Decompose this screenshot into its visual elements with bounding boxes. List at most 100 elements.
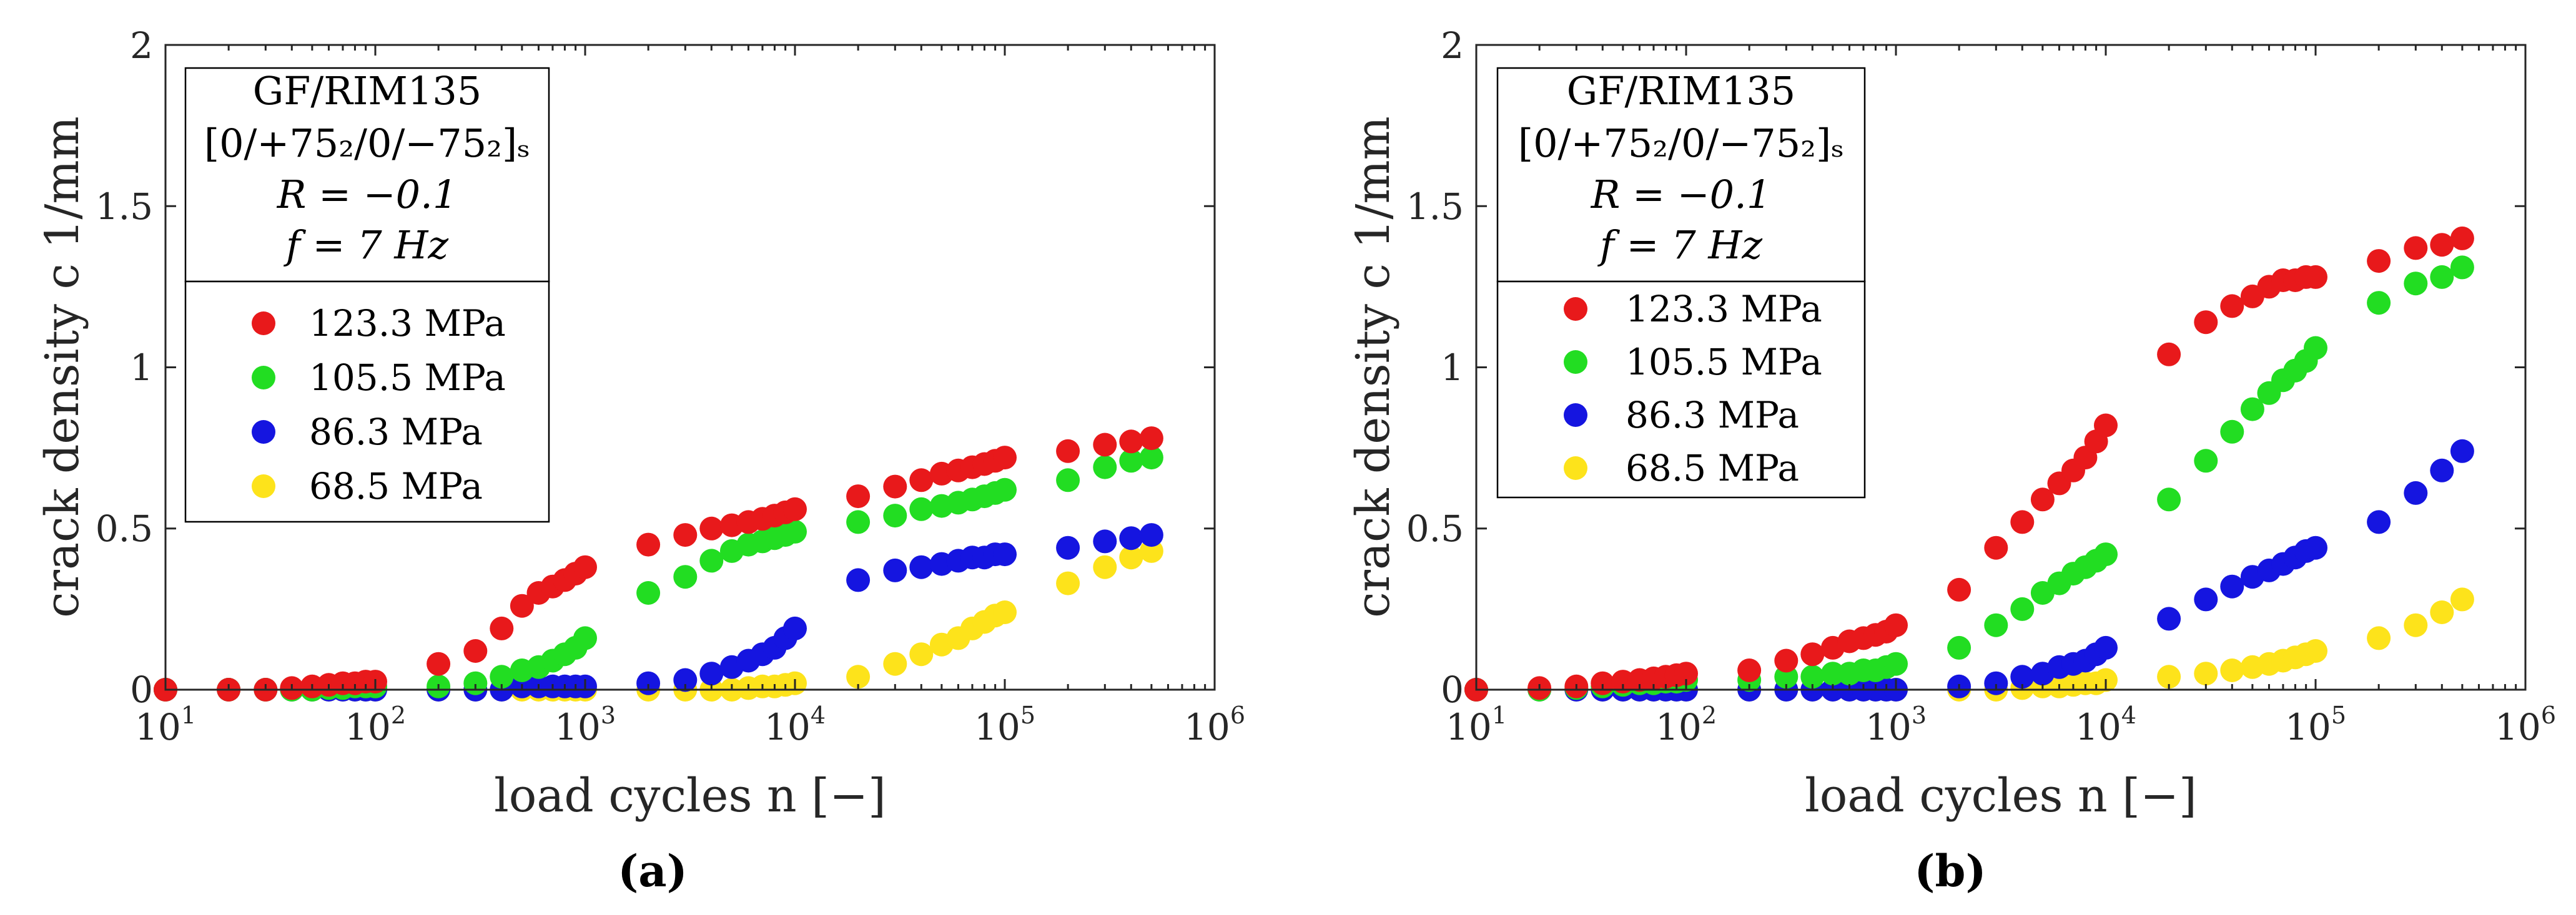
data-point [573, 555, 597, 579]
data-point [2404, 236, 2428, 260]
data-point [1093, 529, 1117, 554]
info-material: GF/RIM135 [1567, 68, 1795, 114]
data-point [783, 497, 807, 521]
x-tick-label: 105 [2285, 702, 2346, 748]
data-point [2157, 487, 2181, 512]
data-point [1056, 468, 1080, 492]
info-box-frame [1496, 67, 1866, 283]
data-point [2240, 397, 2264, 421]
y-tick-label: 1.5 [1406, 185, 1464, 228]
data-point [883, 504, 907, 528]
data-point [699, 662, 724, 686]
data-point [490, 665, 514, 689]
info-box-b: GF/RIM135 [0/+75₂/0/−75₂]ₛ R = −0.1 f = … [1496, 67, 1866, 283]
y-tick-label: 0 [130, 668, 153, 711]
legend-marker-68-5 [252, 474, 275, 498]
data-point [783, 616, 807, 640]
data-point [2430, 265, 2454, 289]
legend-label-105-5: 105.5 MPa [1626, 341, 1822, 383]
data-point [1056, 439, 1080, 463]
legend-marker-123-3 [252, 311, 275, 335]
data-point [636, 532, 661, 557]
data-point [699, 549, 724, 573]
data-point [909, 642, 934, 667]
legend-marker-105-5 [252, 366, 275, 389]
data-point [2450, 226, 2474, 250]
data-point [1093, 455, 1117, 479]
info-frequency: f = 7 Hz [1597, 222, 1763, 268]
data-point [2094, 635, 2118, 660]
data-point [2430, 233, 2454, 257]
legend-label-123-3: 123.3 MPa [309, 302, 506, 345]
data-markers-b [1464, 226, 2474, 702]
data-point [2094, 542, 2118, 567]
legend-label-105-5: 105.5 MPa [309, 356, 506, 399]
data-point [993, 446, 1017, 470]
legend-marker-86-3 [252, 420, 275, 444]
data-point [427, 652, 451, 676]
x-tick-label: 106 [1184, 702, 1245, 748]
info-ratio: R = −0.1 [1591, 172, 1772, 217]
y-axis-label: crack density c 1/mm [36, 116, 89, 618]
data-point [1884, 613, 1908, 637]
data-point [1139, 426, 1163, 451]
data-point [699, 516, 724, 541]
info-material: GF/RIM135 [253, 68, 481, 114]
data-point [783, 519, 807, 544]
data-point [1139, 523, 1163, 547]
data-point [1139, 446, 1163, 470]
data-point [1093, 555, 1117, 579]
data-point [2404, 613, 2428, 637]
y-tick-label: 2 [130, 24, 153, 67]
data-point [2194, 587, 2218, 612]
data-point [909, 497, 934, 521]
data-point [846, 510, 871, 534]
data-point [2194, 662, 2218, 686]
y-tick-label: 1.5 [96, 185, 153, 228]
info-box-a: GF/RIM135 [0/+75₂/0/−75₂]ₛ R = −0.1 f = … [184, 67, 550, 283]
panel-caption-a: (a) [618, 845, 688, 897]
axis-ticks-b [1475, 44, 2527, 691]
legend-label-86-3: 86.3 MPa [309, 411, 483, 453]
x-tick-label: 101 [1446, 702, 1507, 748]
data-point [636, 671, 661, 695]
data-point [573, 626, 597, 650]
x-tick-label: 101 [135, 702, 196, 748]
data-point [846, 568, 871, 592]
data-point [2367, 291, 2391, 315]
data-point [463, 639, 488, 663]
data-point [1947, 577, 1971, 602]
data-point [2220, 294, 2244, 318]
data-point [1774, 648, 1799, 673]
data-point [2304, 639, 2327, 663]
y-tick-label: 1 [130, 346, 153, 389]
data-point [2430, 458, 2454, 482]
data-point [883, 558, 907, 582]
x-axis-label: load cycles n [−] [1805, 769, 2197, 823]
data-point [2194, 449, 2218, 473]
data-point [1984, 536, 2008, 560]
data-point [1056, 536, 1080, 560]
data-point [2304, 336, 2327, 360]
legend-label-68-5: 68.5 MPa [1626, 447, 1799, 489]
legend-marker-123-3 [1564, 297, 1587, 321]
panel-a: 2 1.5 1 0.5 0 101 102 103 104 105 106 lo… [36, 24, 1245, 897]
data-point [2450, 439, 2474, 463]
x-tick-label: 103 [1865, 702, 1927, 748]
data-point [2220, 658, 2244, 682]
legend-marker-86-3 [1564, 403, 1587, 427]
data-point [510, 594, 534, 618]
data-point [2367, 249, 2391, 273]
info-layup: [0/+75₂/0/−75₂]ₛ [1518, 120, 1844, 166]
data-point [2404, 481, 2428, 505]
legend-frame [1496, 280, 1866, 499]
x-tick-label: 104 [2075, 702, 2136, 748]
data-point [2010, 510, 2035, 534]
data-point [993, 477, 1017, 502]
data-point [883, 652, 907, 676]
x-tick-label: 104 [764, 702, 826, 748]
data-point [2157, 607, 2181, 631]
y-axis-label: crack density c 1/mm [1346, 116, 1400, 618]
data-point [2367, 626, 2391, 650]
